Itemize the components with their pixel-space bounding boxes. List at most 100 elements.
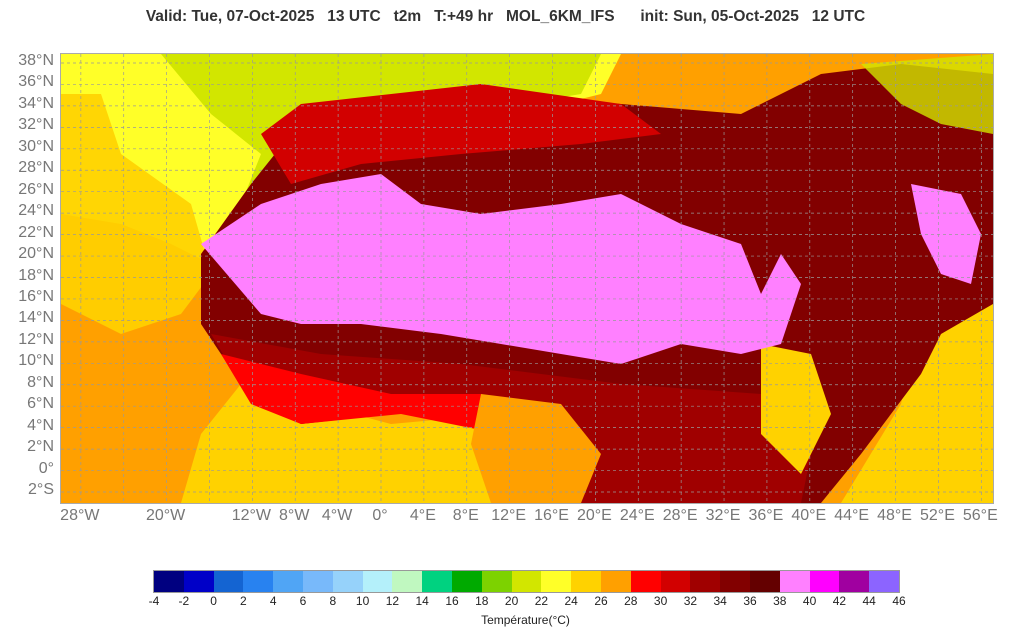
lon-label: 8°E bbox=[452, 507, 479, 524]
lat-label: 2°S bbox=[28, 481, 54, 498]
lat-label: 24°N bbox=[18, 202, 54, 220]
colorbar-swatch bbox=[809, 571, 840, 592]
colorbar-swatch bbox=[273, 571, 303, 592]
colorbar-tick: 2 bbox=[240, 594, 247, 608]
lat-label: 22°N bbox=[18, 223, 54, 241]
colorbar-swatch bbox=[362, 571, 393, 592]
colorbar-tick: 12 bbox=[385, 594, 400, 608]
lat-label: 10°N bbox=[18, 352, 54, 370]
colorbar-swatch bbox=[869, 571, 899, 592]
lon-label: 32°E bbox=[705, 507, 741, 524]
colorbar-swatch bbox=[332, 571, 363, 592]
lon-label: 0° bbox=[372, 507, 388, 524]
temperature-map bbox=[60, 53, 994, 504]
lon-label: 28°W bbox=[60, 507, 100, 524]
lon-label: 12°W bbox=[231, 507, 272, 524]
colorbar bbox=[153, 570, 900, 593]
lat-label: 14°N bbox=[18, 309, 54, 327]
colorbar-swatch bbox=[630, 571, 661, 592]
colorbar-tick: 0 bbox=[210, 594, 217, 608]
colorbar-swatch bbox=[571, 571, 601, 592]
lat-label: 6°N bbox=[27, 395, 54, 413]
colorbar-tick: 38 bbox=[773, 594, 787, 608]
lon-label: 12°E bbox=[491, 507, 527, 524]
colorbar-swatch bbox=[154, 571, 184, 592]
lat-label: 34°N bbox=[18, 94, 54, 112]
lon-label: 4°W bbox=[321, 507, 353, 524]
colorbar-tick: 42 bbox=[832, 594, 847, 608]
colorbar-swatch bbox=[720, 571, 750, 592]
lon-label: 48°E bbox=[877, 507, 912, 524]
lon-label: 16°E bbox=[534, 507, 569, 524]
lat-label: 38°N bbox=[18, 52, 54, 69]
colorbar-tick: 22 bbox=[534, 594, 549, 608]
lon-label: 4°E bbox=[409, 507, 436, 524]
lat-label: 32°N bbox=[18, 116, 54, 134]
colorbar-swatch bbox=[302, 571, 333, 592]
colorbar-tick: 34 bbox=[713, 594, 727, 608]
colorbar-swatch bbox=[451, 571, 482, 592]
lat-label: 28°N bbox=[18, 159, 54, 177]
lat-label: 12°N bbox=[18, 330, 54, 348]
colorbar-swatch bbox=[481, 571, 512, 592]
colorbar-tick: 28 bbox=[624, 594, 638, 608]
colorbar-swatch bbox=[243, 571, 274, 592]
lon-label: 24°E bbox=[619, 507, 655, 524]
hot-land-red bbox=[261, 84, 661, 184]
colorbar-swatch bbox=[511, 571, 542, 592]
colorbar-tick: 18 bbox=[475, 594, 489, 608]
colorbar-tick: 40 bbox=[802, 594, 817, 608]
map-title: Valid: Tue, 07-Oct-2025 13 UTC t2m T:+49… bbox=[145, 8, 866, 25]
lon-label: 40°E bbox=[791, 507, 827, 524]
lat-label: 30°N bbox=[18, 137, 54, 155]
colorbar-tick: 16 bbox=[445, 594, 459, 608]
colorbar-tick: 14 bbox=[415, 594, 429, 608]
lon-label: 52°E bbox=[920, 507, 955, 524]
colorbar-tick: 32 bbox=[683, 594, 698, 608]
colorbar-tick: 6 bbox=[299, 594, 307, 608]
colorbar-tick: 44 bbox=[862, 594, 876, 608]
lon-label: 20°E bbox=[576, 507, 612, 524]
lat-label: 2°N bbox=[27, 438, 54, 456]
colorbar-tick: 36 bbox=[743, 594, 757, 608]
colorbar-label: Température(°C) bbox=[481, 613, 570, 627]
colorbar-tick: 8 bbox=[329, 594, 337, 608]
colorbar-swatch bbox=[422, 571, 452, 592]
colorbar-tick: 4 bbox=[269, 594, 277, 608]
coast-red bbox=[221, 354, 501, 434]
colorbar-tick: 30 bbox=[653, 594, 668, 608]
colorbar-tick: -4 bbox=[148, 594, 160, 608]
ocean-coast-gold bbox=[61, 94, 211, 334]
lat-label: 18°N bbox=[18, 266, 54, 284]
colorbar-tick: 24 bbox=[564, 594, 578, 608]
colorbar-swatch bbox=[839, 571, 870, 592]
colorbar-tick: -2 bbox=[178, 594, 190, 608]
colorbar-tick: 20 bbox=[504, 594, 519, 608]
colorbar-swatch bbox=[392, 571, 423, 592]
arabia-pink bbox=[911, 184, 981, 284]
colorbar-swatch bbox=[600, 571, 631, 592]
lon-label: 20°W bbox=[145, 507, 186, 524]
ethiopia-yellow bbox=[761, 344, 831, 474]
colorbar-tick: 26 bbox=[594, 594, 608, 608]
colorbar-swatch bbox=[213, 571, 244, 592]
lon-label: 36°E bbox=[748, 507, 784, 524]
iran-green bbox=[861, 54, 993, 134]
lat-label: 26°N bbox=[18, 180, 54, 198]
lat-label: 0° bbox=[38, 459, 54, 477]
lon-label: 44°E bbox=[834, 507, 870, 524]
colorbar-swatch bbox=[183, 571, 214, 592]
colorbar-swatch bbox=[779, 571, 810, 592]
colorbar-tick: 46 bbox=[892, 594, 906, 608]
sahara-pink bbox=[201, 174, 801, 364]
lon-label: 28°E bbox=[662, 507, 698, 524]
lat-label: 20°N bbox=[18, 245, 54, 263]
colorbar-swatch bbox=[541, 571, 572, 592]
arabian-sea-gold bbox=[841, 274, 993, 503]
congo-orange bbox=[471, 394, 601, 503]
lat-label: 36°N bbox=[18, 73, 54, 91]
lon-label: 8°W bbox=[279, 507, 310, 524]
colorbar-tick: 10 bbox=[355, 594, 370, 608]
lon-label: 56°E bbox=[962, 507, 998, 524]
lat-label: 16°N bbox=[18, 287, 54, 305]
